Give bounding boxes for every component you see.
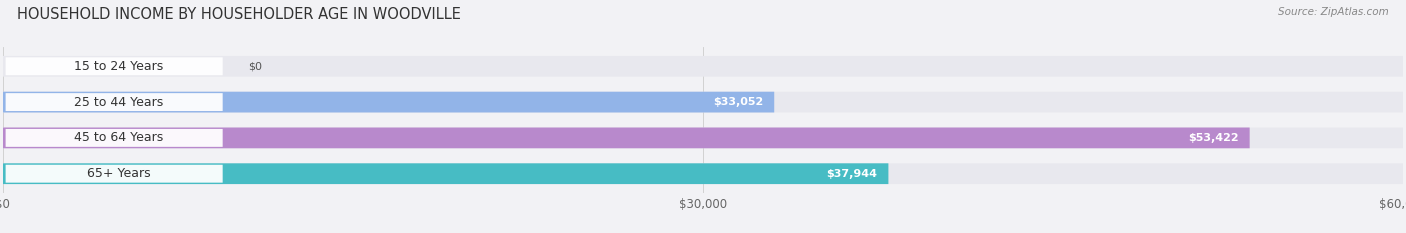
Text: 45 to 64 Years: 45 to 64 Years — [75, 131, 163, 144]
Text: 65+ Years: 65+ Years — [87, 167, 150, 180]
FancyBboxPatch shape — [3, 127, 1250, 148]
Text: HOUSEHOLD INCOME BY HOUSEHOLDER AGE IN WOODVILLE: HOUSEHOLD INCOME BY HOUSEHOLDER AGE IN W… — [17, 7, 461, 22]
Text: $37,944: $37,944 — [827, 169, 877, 179]
Text: $0: $0 — [247, 61, 262, 71]
FancyBboxPatch shape — [6, 129, 222, 147]
Text: $53,422: $53,422 — [1188, 133, 1239, 143]
FancyBboxPatch shape — [6, 165, 222, 183]
FancyBboxPatch shape — [3, 92, 1403, 113]
FancyBboxPatch shape — [6, 93, 222, 111]
Text: $33,052: $33,052 — [713, 97, 763, 107]
FancyBboxPatch shape — [3, 163, 1403, 184]
Text: 15 to 24 Years: 15 to 24 Years — [75, 60, 163, 73]
FancyBboxPatch shape — [3, 127, 1403, 148]
FancyBboxPatch shape — [6, 57, 222, 75]
Text: 25 to 44 Years: 25 to 44 Years — [75, 96, 163, 109]
FancyBboxPatch shape — [3, 163, 889, 184]
FancyBboxPatch shape — [3, 56, 1403, 77]
FancyBboxPatch shape — [3, 92, 775, 113]
Text: Source: ZipAtlas.com: Source: ZipAtlas.com — [1278, 7, 1389, 17]
